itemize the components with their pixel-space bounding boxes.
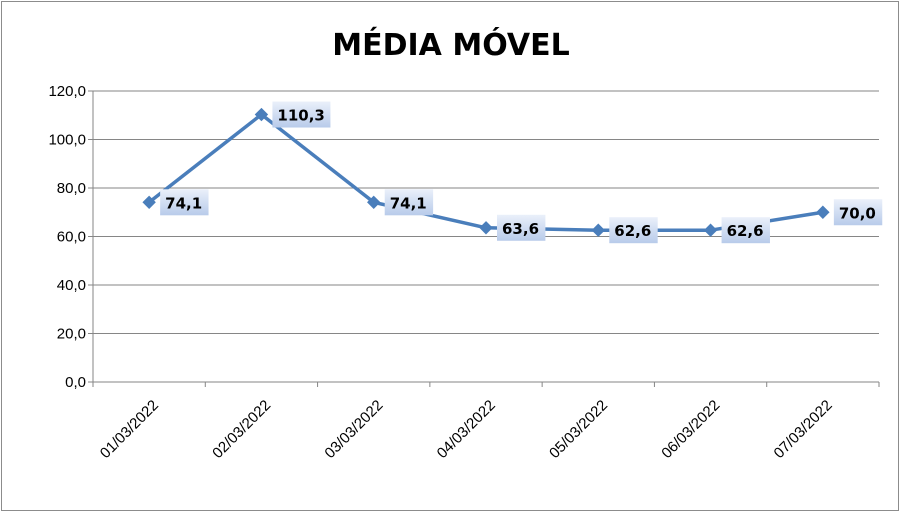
y-tick-label: 40,0 xyxy=(57,277,86,294)
data-label-text: 62,6 xyxy=(727,222,764,240)
data-point-marker xyxy=(254,107,269,122)
y-tick-label: 120,0 xyxy=(48,83,86,100)
data-label-box xyxy=(497,214,546,241)
data-label: 70,0 xyxy=(833,199,883,226)
y-tick-label: 60,0 xyxy=(57,229,86,246)
data-point-marker xyxy=(591,223,605,237)
chart-title: MÉDIA MÓVEL xyxy=(332,26,569,63)
axes xyxy=(88,90,880,387)
y-tick-label: 20,0 xyxy=(57,326,86,343)
x-tick-label: 07/03/2022 xyxy=(771,397,836,462)
data-point-marker xyxy=(816,205,830,219)
data-label-text: 74,1 xyxy=(165,194,202,212)
data-label-box xyxy=(833,199,883,226)
y-tick-labels: 0,0 20,0 40,0 60,0 80,0 100,0 120,0 xyxy=(48,83,86,391)
x-tick-label: 04/03/2022 xyxy=(434,397,499,462)
x-tick-label: 01/03/2022 xyxy=(97,397,162,462)
data-label: 63,6 xyxy=(497,214,546,241)
data-label: 62,6 xyxy=(721,217,770,244)
data-label-box xyxy=(160,189,209,216)
series-line xyxy=(148,112,824,232)
data-label-box xyxy=(384,189,434,216)
data-label-text: 70,0 xyxy=(839,204,876,222)
y-tick-label: 80,0 xyxy=(57,180,86,197)
series-markers xyxy=(142,107,830,237)
x-tick-label: 02/03/2022 xyxy=(209,397,274,462)
data-label-text: 63,6 xyxy=(502,220,539,238)
data-label-box xyxy=(609,217,658,244)
x-tick-label: 06/03/2022 xyxy=(658,397,723,462)
data-label: 110,3 xyxy=(272,101,331,128)
data-label: 74,1 xyxy=(384,189,434,216)
data-label-box xyxy=(272,101,331,128)
y-tick-label: 100,0 xyxy=(48,132,86,149)
data-label: 62,6 xyxy=(609,217,658,244)
x-tick-label: 05/03/2022 xyxy=(546,397,611,462)
data-label-text: 62,6 xyxy=(614,222,651,240)
gridlines xyxy=(93,90,879,334)
data-label-text: 74,1 xyxy=(390,194,427,212)
data-label-text: 110,3 xyxy=(277,107,324,125)
data-point-marker xyxy=(703,223,718,237)
data-label: 74,1 xyxy=(160,189,209,216)
data-labels: 74,1 110,3 74,1 63,6 62,6 62,6 70,0 xyxy=(160,101,883,244)
y-tick-label: 0,0 xyxy=(65,374,86,391)
data-point-marker xyxy=(142,195,156,210)
data-label-box xyxy=(721,217,770,244)
series-line-path xyxy=(148,112,824,232)
x-tick-label: 03/03/2022 xyxy=(321,397,386,462)
data-point-marker xyxy=(479,221,493,235)
x-tick-labels: 01/03/2022 02/03/2022 03/03/2022 04/03/2022… xyxy=(97,397,836,462)
data-point-marker xyxy=(367,195,381,210)
